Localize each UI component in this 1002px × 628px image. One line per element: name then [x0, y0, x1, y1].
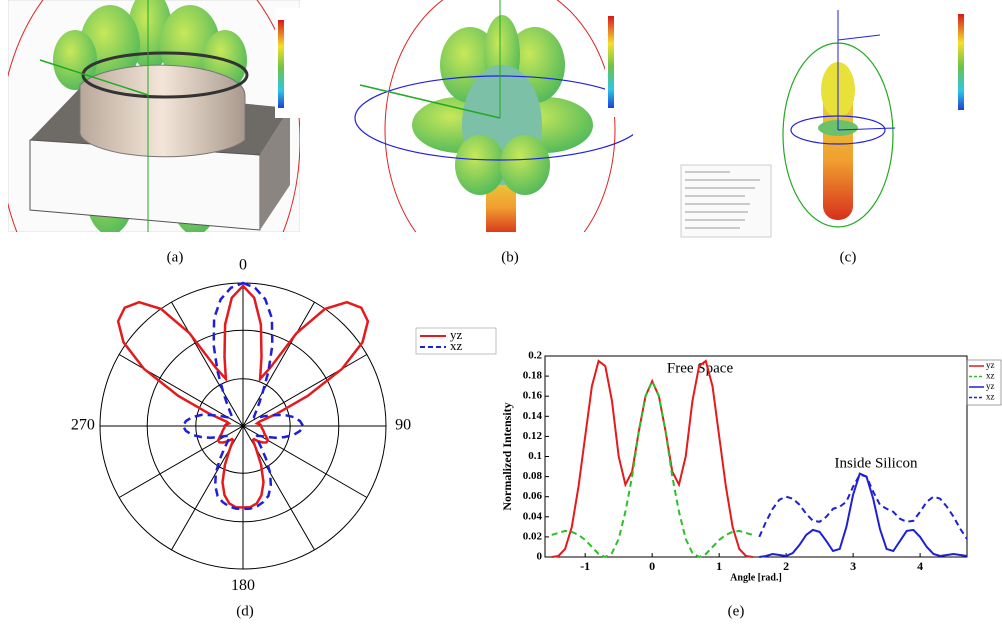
x-tick-label: -1: [580, 559, 590, 573]
y-axis-label: Normalized Intensity: [500, 402, 514, 510]
annotation: Free Space: [667, 360, 734, 376]
y-tick-label: 0.1: [528, 450, 542, 462]
y-tick-label: 0.02: [523, 530, 543, 542]
panel-label: (e): [728, 603, 745, 619]
angle-tick-label: 0: [239, 257, 247, 274]
legend-label: yz: [986, 381, 995, 391]
panel-c-image: [680, 0, 995, 248]
x-tick-label: 3: [850, 559, 856, 573]
angle-tick-label: 90: [395, 417, 411, 434]
y-tick-label: 0.08: [523, 470, 543, 482]
y-tick-label: 0.06: [523, 490, 543, 502]
y-tick-label: 0: [537, 551, 543, 563]
legend-label: xz: [986, 371, 995, 381]
x-axis-label: Angle [rad.]: [730, 572, 782, 583]
panel-b-image: [345, 0, 645, 280]
line-series: [759, 475, 967, 539]
figure: (a) (b) (c) (d) (e) 090180270yzxz00.020.…: [0, 0, 1002, 628]
angle-tick-label: 180: [231, 577, 255, 594]
y-tick-label: 0.04: [523, 510, 543, 522]
x-tick-label: 4: [917, 559, 923, 573]
annotation: Inside Silicon: [835, 455, 918, 471]
legend-label: xz: [986, 392, 995, 402]
y-tick-label: 0.2: [528, 350, 542, 362]
line-series: [759, 474, 967, 557]
y-tick-label: 0.14: [523, 410, 543, 422]
angle-tick-label: 270: [71, 417, 95, 434]
y-tick-label: 0.18: [523, 370, 543, 382]
x-tick-label: 0: [649, 559, 655, 573]
x-tick-label: 1: [716, 559, 722, 573]
panel-label: (d): [236, 603, 254, 619]
x-tick-label: 2: [783, 559, 789, 573]
line-series: [552, 361, 753, 557]
panel-label: (a): [167, 249, 184, 265]
legend-label: yz: [986, 360, 995, 370]
y-tick-label: 0.16: [523, 390, 543, 402]
panel-label: (c): [840, 249, 857, 265]
legend-label: xz: [450, 338, 463, 353]
panel-label: (b): [501, 249, 519, 265]
y-tick-label: 0.12: [523, 430, 543, 442]
